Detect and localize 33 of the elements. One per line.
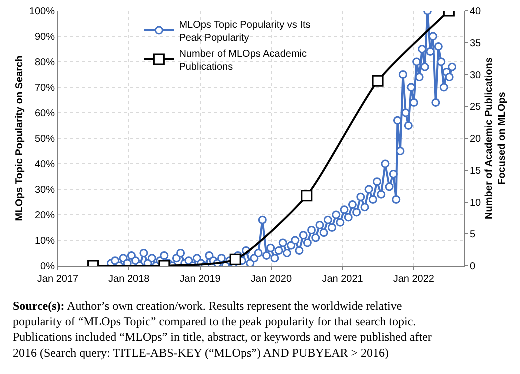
- y2-tick-label: 30: [470, 70, 482, 82]
- y2-tick-label: 20: [470, 134, 482, 145]
- y-axis-title: MLOps Topic Popularity on Search: [14, 56, 26, 222]
- y-tick-label: 70%: [34, 83, 56, 94]
- x-tick-label: Jan 2022: [393, 274, 435, 285]
- y2-tick-label: 0: [470, 262, 476, 272]
- y2-axis-title: Number of Academic Publications Focused on MLOps: [484, 57, 508, 220]
- y2-tick-label: 5: [470, 230, 476, 241]
- y2-tick-label: 15: [470, 166, 482, 177]
- source-note: Source(s): Author’s own creation/work. Results represent the worldwide relative popularity of “MLOps Topic” compared to the peak popularity for that search topic. Publications included “MLOps” in title, abstract, or keywords and were published after 2016 (Search query: TITLE-ABS-KEY (“MLOps”) AND PUBYEAR > 2016): [13, 299, 432, 360]
- x-tick-label: Jan 2019: [180, 274, 222, 285]
- y2-tick-label: 25: [470, 102, 482, 114]
- y-tick-label: 10%: [34, 236, 56, 247]
- y-tick-label: 30%: [34, 185, 56, 196]
- point: [372, 75, 384, 87]
- y2-tick-label: 35: [470, 38, 482, 50]
- legend-label: MLOps Topic Popularity vs Its Peak Popularity: [179, 20, 311, 44]
- y-tick-label: 90%: [34, 32, 56, 43]
- y-tick-label: 40%: [34, 160, 56, 170]
- legend-label: Number of MLOps Academic Publications: [179, 48, 308, 73]
- y-tick-label: 20%: [34, 210, 56, 222]
- point: [301, 190, 313, 202]
- y2-tick-label: 10: [470, 198, 482, 209]
- y-tick-label: 50%: [34, 134, 56, 145]
- x-tick-label: Jan 2020: [250, 274, 292, 285]
- y-tick-label: 100%: [29, 6, 56, 18]
- y2-tick-label: 40: [470, 6, 482, 18]
- y-tick-label: 80%: [34, 58, 56, 68]
- x-tick-label: Jan 2017: [37, 274, 80, 285]
- x-tick-label: Jan 2018: [108, 274, 150, 285]
- y-tick-label: 60%: [34, 108, 56, 120]
- x-tick-label: Jan 2021: [322, 274, 364, 285]
- y-tick-label: 0%: [40, 262, 56, 272]
